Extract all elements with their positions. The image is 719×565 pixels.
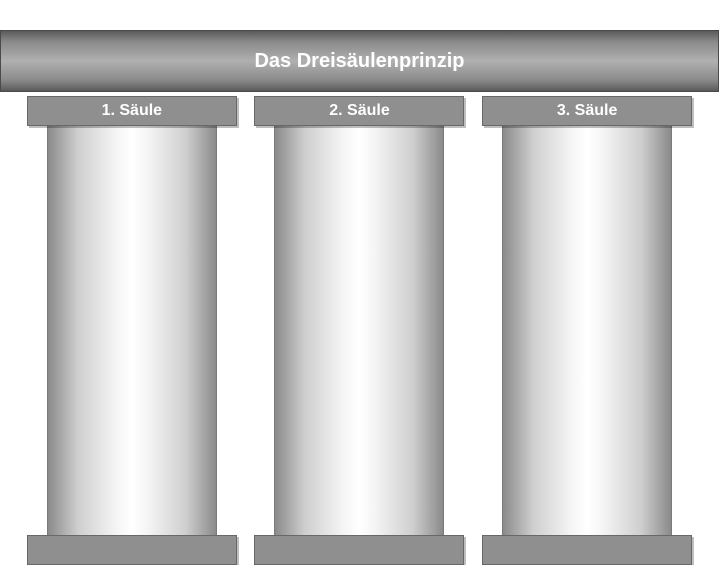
pillar-2-capital: 2. Säule — [254, 96, 464, 126]
pillar-1-label: 1. Säule — [102, 102, 162, 120]
pillar-3-capital: 3. Säule — [482, 96, 692, 126]
pillar-2-shaft — [274, 126, 444, 535]
pillar-3-label: 3. Säule — [557, 102, 617, 120]
diagram-stage: Das Dreisäulenprinzip 1. Säule 2. Säule … — [0, 0, 719, 565]
pillar-2: 2. Säule — [254, 96, 464, 565]
pillar-3-shaft — [502, 126, 672, 535]
pillar-1-base — [27, 535, 237, 565]
header-beam: Das Dreisäulenprinzip — [0, 30, 719, 92]
pillar-3: 3. Säule — [482, 96, 692, 565]
pillar-1-capital: 1. Säule — [27, 96, 237, 126]
pillar-2-base — [254, 535, 464, 565]
pillar-3-base — [482, 535, 692, 565]
pillar-1: 1. Säule — [27, 96, 237, 565]
pillar-2-label: 2. Säule — [329, 102, 389, 120]
header-title: Das Dreisäulenprinzip — [254, 50, 464, 73]
pillar-1-shaft — [47, 126, 217, 535]
pillars-row: 1. Säule 2. Säule 3. Säule — [0, 96, 719, 565]
